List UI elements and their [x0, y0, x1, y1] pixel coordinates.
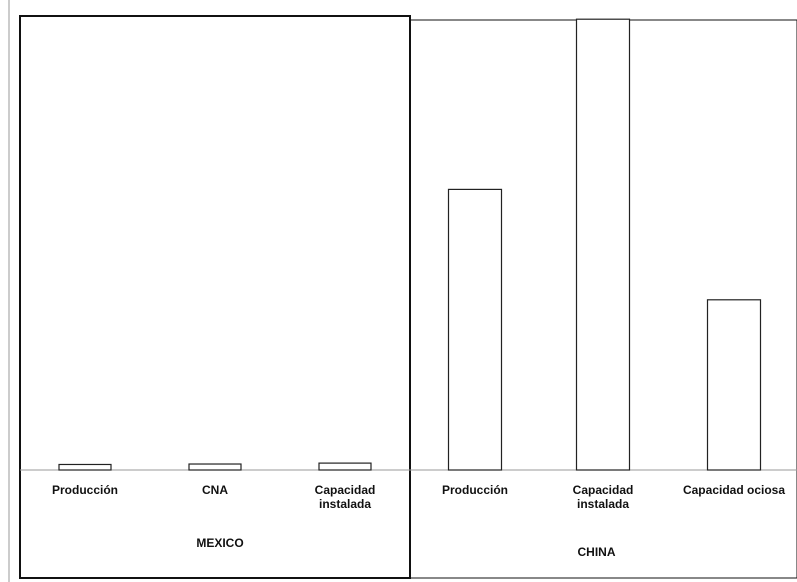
category-label-china-2: Capacidad instalada [573, 483, 634, 511]
category-label-mexico-2: CNA [202, 483, 228, 497]
category-label-china-1: Producción [442, 483, 508, 497]
bars [58, 18, 762, 471]
group-label-mexico: MEXICO [196, 536, 243, 550]
bar-mexico-3 [318, 462, 372, 471]
category-label-mexico-1: Producción [52, 483, 118, 497]
category-label-china-3: Capacidad ociosa [683, 483, 785, 497]
category-labels: Producción CNA Capacidad instalada Producció… [52, 483, 785, 511]
group-label-china: CHINA [578, 545, 616, 559]
group-frames [19, 15, 797, 579]
bar-china-2 [575, 18, 631, 471]
category-label-mexico-3: Capacidad instalada [315, 483, 376, 511]
bar-china-1 [447, 188, 503, 471]
bar-mexico-2 [188, 463, 242, 471]
bar-china-3 [706, 299, 762, 471]
bar-mexico-1 [58, 463, 112, 471]
group-labels: MEXICO CHINA [196, 536, 616, 559]
